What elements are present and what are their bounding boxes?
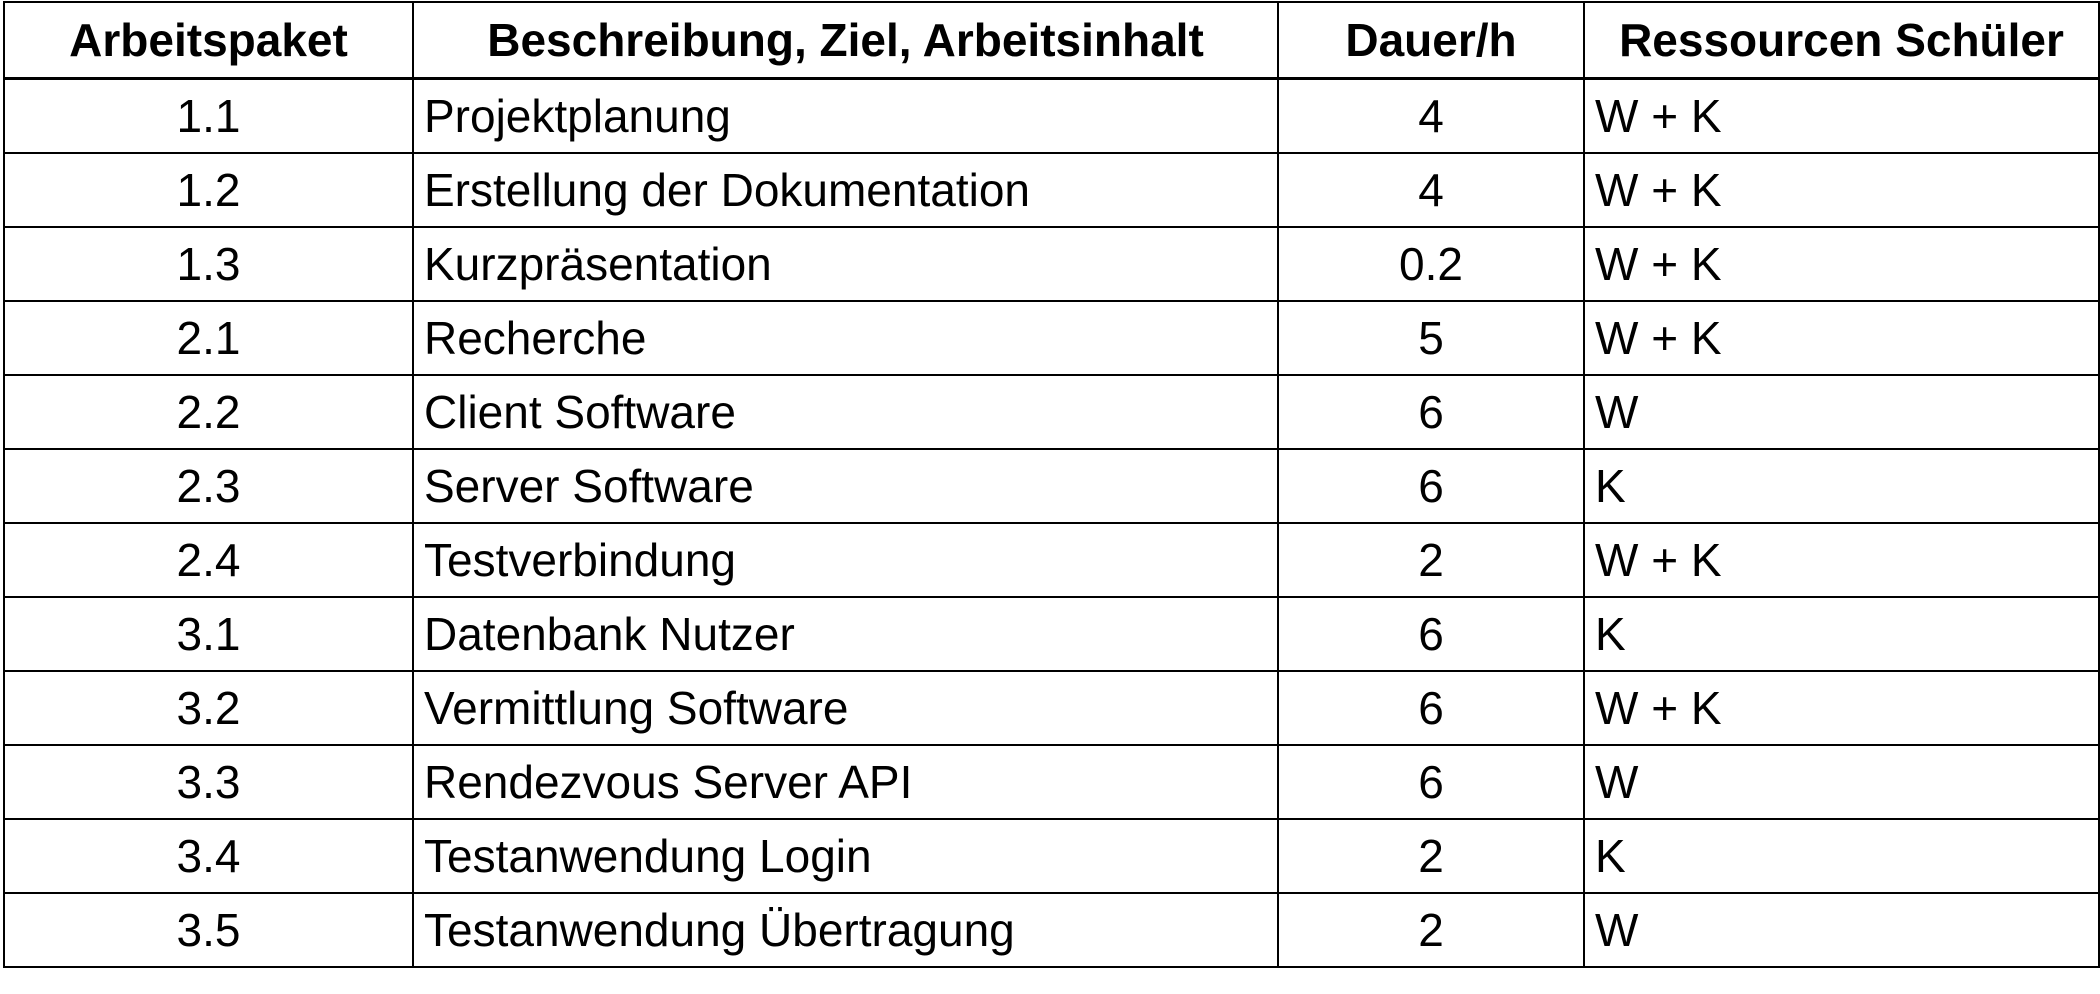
cell-ressourcen: W + K — [1583, 151, 2100, 228]
cell-ressourcen: W + K — [1583, 669, 2100, 746]
cell-arbeitspaket: 3.5 — [3, 891, 414, 968]
work-package-table: Arbeitspaket Beschreibung, Ziel, Arbeits… — [3, 1, 2100, 968]
cell-ressourcen: W — [1583, 743, 2100, 820]
cell-arbeitspaket: 3.2 — [3, 669, 414, 746]
cell-beschreibung: Vermittlung Software — [412, 669, 1279, 746]
header-beschreibung: Beschreibung, Ziel, Arbeitsinhalt — [412, 1, 1279, 80]
table-row: 3.3 Rendezvous Server API 6 W — [3, 743, 2100, 820]
cell-beschreibung: Testanwendung Login — [412, 817, 1279, 894]
cell-beschreibung: Rendezvous Server API — [412, 743, 1279, 820]
cell-beschreibung: Kurzpräsentation — [412, 225, 1279, 302]
cell-ressourcen: W — [1583, 373, 2100, 450]
cell-ressourcen: K — [1583, 817, 2100, 894]
header-dauer: Dauer/h — [1277, 1, 1585, 80]
cell-beschreibung: Testverbindung — [412, 521, 1279, 598]
header-ressourcen: Ressourcen Schüler — [1583, 1, 2100, 80]
cell-beschreibung: Datenbank Nutzer — [412, 595, 1279, 672]
table-body: 1.1 Projektplanung 4 W + K 1.2 Erstellung der… — [3, 77, 2100, 968]
header-arbeitspaket: Arbeitspaket — [3, 1, 414, 80]
table-row: 2.2 Client Software 6 W — [3, 373, 2100, 450]
cell-arbeitspaket: 1.1 — [3, 77, 414, 154]
cell-dauer: 6 — [1277, 743, 1585, 820]
table-row: 3.2 Vermittlung Software 6 W + K — [3, 669, 2100, 746]
cell-beschreibung: Projektplanung — [412, 77, 1279, 154]
table-row: 2.1 Recherche 5 W + K — [3, 299, 2100, 376]
cell-dauer: 2 — [1277, 891, 1585, 968]
cell-arbeitspaket: 2.3 — [3, 447, 414, 524]
table-row: 3.1 Datenbank Nutzer 6 K — [3, 595, 2100, 672]
table-row: 1.2 Erstellung der Dokumentation 4 W + K — [3, 151, 2100, 228]
cell-dauer: 6 — [1277, 669, 1585, 746]
cell-ressourcen: W — [1583, 891, 2100, 968]
cell-dauer: 6 — [1277, 447, 1585, 524]
cell-ressourcen: W + K — [1583, 77, 2100, 154]
header-row: Arbeitspaket Beschreibung, Ziel, Arbeits… — [3, 1, 2100, 80]
cell-dauer: 4 — [1277, 77, 1585, 154]
cell-arbeitspaket: 2.1 — [3, 299, 414, 376]
cell-beschreibung: Client Software — [412, 373, 1279, 450]
table-row: 3.5 Testanwendung Übertragung 2 W — [3, 891, 2100, 968]
cell-dauer: 4 — [1277, 151, 1585, 228]
cell-ressourcen: K — [1583, 595, 2100, 672]
cell-ressourcen: W + K — [1583, 299, 2100, 376]
cell-beschreibung: Testanwendung Übertragung — [412, 891, 1279, 968]
cell-dauer: 0.2 — [1277, 225, 1585, 302]
cell-arbeitspaket: 2.4 — [3, 521, 414, 598]
table-row: 2.3 Server Software 6 K — [3, 447, 2100, 524]
cell-ressourcen: W + K — [1583, 521, 2100, 598]
cell-dauer: 2 — [1277, 817, 1585, 894]
table-header: Arbeitspaket Beschreibung, Ziel, Arbeits… — [3, 1, 2100, 80]
cell-arbeitspaket: 3.4 — [3, 817, 414, 894]
cell-arbeitspaket: 1.2 — [3, 151, 414, 228]
cell-ressourcen: W + K — [1583, 225, 2100, 302]
cell-beschreibung: Server Software — [412, 447, 1279, 524]
cell-beschreibung: Recherche — [412, 299, 1279, 376]
cell-arbeitspaket: 1.3 — [3, 225, 414, 302]
table-row: 1.3 Kurzpräsentation 0.2 W + K — [3, 225, 2100, 302]
cell-dauer: 5 — [1277, 299, 1585, 376]
cell-arbeitspaket: 2.2 — [3, 373, 414, 450]
table-row: 3.4 Testanwendung Login 2 K — [3, 817, 2100, 894]
cell-dauer: 6 — [1277, 595, 1585, 672]
table-row: 2.4 Testverbindung 2 W + K — [3, 521, 2100, 598]
cell-beschreibung: Erstellung der Dokumentation — [412, 151, 1279, 228]
cell-dauer: 2 — [1277, 521, 1585, 598]
table-row: 1.1 Projektplanung 4 W + K — [3, 77, 2100, 154]
cell-ressourcen: K — [1583, 447, 2100, 524]
cell-arbeitspaket: 3.1 — [3, 595, 414, 672]
cell-arbeitspaket: 3.3 — [3, 743, 414, 820]
cell-dauer: 6 — [1277, 373, 1585, 450]
